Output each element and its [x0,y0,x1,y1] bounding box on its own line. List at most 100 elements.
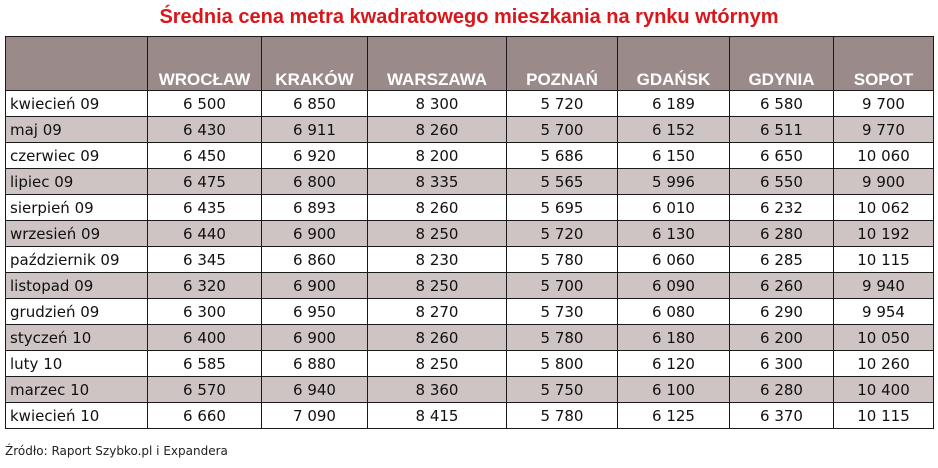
table-row: kwiecień 09 6 500 6 850 8 300 5 720 6 189 6 58… [5,90,934,117]
price-cell: 6 345 [147,246,262,273]
row-label: czerwiec 09 [5,142,148,169]
price-cell: 6 150 [617,142,730,169]
column-header: SOPOT [833,36,934,91]
price-cell: 6 475 [147,168,262,195]
price-cell: 8 260 [367,194,507,221]
price-cell: 6 189 [617,90,730,117]
row-label: kwiecień 10 [5,402,148,429]
table-body: kwiecień 09 6 500 6 850 8 300 5 720 6 189 6 58… [5,90,934,429]
price-cell: 6 080 [617,298,730,325]
price-cell: 6 860 [261,246,368,273]
price-cell: 6 180 [617,324,730,351]
price-cell: 6 450 [147,142,262,169]
price-cell: 8 270 [367,298,507,325]
price-cell: 6 880 [261,350,368,377]
table-row: marzec 10 6 570 6 940 8 360 5 750 6 100 6 280 1… [5,376,934,403]
price-cell: 6 430 [147,116,262,143]
price-cell: 8 360 [367,376,507,403]
price-cell: 6 370 [729,402,834,429]
price-cell: 6 893 [261,194,368,221]
price-cell: 5 780 [506,402,618,429]
table-row: styczeń 10 6 400 6 900 8 260 5 780 6 180 6 200… [5,324,934,351]
price-cell: 6 280 [729,220,834,247]
header-corner-cell [5,36,148,91]
price-cell: 6 800 [261,168,368,195]
price-cell: 8 300 [367,90,507,117]
price-cell: 6 090 [617,272,730,299]
price-cell: 6 900 [261,272,368,299]
column-header: POZNAŃ [506,36,618,91]
price-cell: 6 940 [261,376,368,403]
price-cell: 5 700 [506,272,618,299]
price-cell: 6 570 [147,376,262,403]
price-cell: 8 250 [367,350,507,377]
price-cell: 6 130 [617,220,730,247]
price-cell: 8 260 [367,116,507,143]
row-label: wrzesień 09 [5,220,148,247]
table-row: czerwiec 09 6 450 6 920 8 200 5 686 6 150 6 65… [5,142,934,169]
price-cell: 6 300 [729,350,834,377]
price-cell: 10 062 [833,194,934,221]
row-label: marzec 10 [5,376,148,403]
row-label: listopad 09 [5,272,148,299]
price-cell: 8 415 [367,402,507,429]
price-cell: 6 440 [147,220,262,247]
price-cell: 8 250 [367,272,507,299]
price-cell: 6 260 [729,272,834,299]
row-label: sierpień 09 [5,194,148,221]
price-cell: 6 010 [617,194,730,221]
price-cell: 10 260 [833,350,934,377]
price-cell: 7 090 [261,402,368,429]
table-row: kwiecień 10 6 660 7 090 8 415 5 780 6 125 6 37… [5,402,934,429]
price-cell: 6 280 [729,376,834,403]
price-cell: 10 115 [833,402,934,429]
price-cell: 6 120 [617,350,730,377]
table-row: wrzesień 09 6 440 6 900 8 250 5 720 6 130 6 28… [5,220,934,247]
price-cell: 6 200 [729,324,834,351]
chart-title: Średnia cena metra kwadratowego mieszkan… [159,6,779,28]
price-cell: 10 115 [833,246,934,273]
price-cell: 6 500 [147,90,262,117]
price-cell: 6 511 [729,116,834,143]
price-cell: 6 850 [261,90,368,117]
price-cell: 10 060 [833,142,934,169]
row-label: lipiec 09 [5,168,148,195]
row-label: luty 10 [5,350,148,377]
row-label: maj 09 [5,116,148,143]
price-cell: 8 260 [367,324,507,351]
price-cell: 5 695 [506,194,618,221]
price-cell: 6 900 [261,220,368,247]
price-cell: 6 285 [729,246,834,273]
price-cell: 6 900 [261,324,368,351]
price-cell: 6 300 [147,298,262,325]
price-table: WROCŁAW KRAKÓW WARSZAWA POZNAŃ GDAŃSK GDYNIA S… [5,36,934,429]
column-header: WARSZAWA [367,36,507,91]
price-cell: 9 940 [833,272,934,299]
price-cell: 5 800 [506,350,618,377]
price-cell: 6 920 [261,142,368,169]
price-cell: 9 700 [833,90,934,117]
source-note: Źródło: Raport Szybko.pl i Expandera [5,444,228,458]
price-cell: 8 200 [367,142,507,169]
table-row: grudzień 09 6 300 6 950 8 270 5 730 6 080 6 29… [5,298,934,325]
price-cell: 5 996 [617,168,730,195]
price-cell: 6 650 [729,142,834,169]
header-row: WROCŁAW KRAKÓW WARSZAWA POZNAŃ GDAŃSK GDYNIA S… [5,36,934,91]
price-cell: 5 750 [506,376,618,403]
price-cell: 10 400 [833,376,934,403]
table-row: maj 09 6 430 6 911 8 260 5 700 6 152 6 511 9 77… [5,116,934,143]
price-cell: 6 911 [261,116,368,143]
price-cell: 8 335 [367,168,507,195]
price-cell: 5 720 [506,90,618,117]
price-cell: 9 954 [833,298,934,325]
price-cell: 8 230 [367,246,507,273]
price-cell: 6 950 [261,298,368,325]
price-cell: 6 320 [147,272,262,299]
price-cell: 8 250 [367,220,507,247]
price-cell: 5 780 [506,324,618,351]
price-cell: 5 700 [506,116,618,143]
column-header: KRAKÓW [261,36,368,91]
price-cell: 6 585 [147,350,262,377]
price-cell: 6 660 [147,402,262,429]
price-cell: 6 152 [617,116,730,143]
